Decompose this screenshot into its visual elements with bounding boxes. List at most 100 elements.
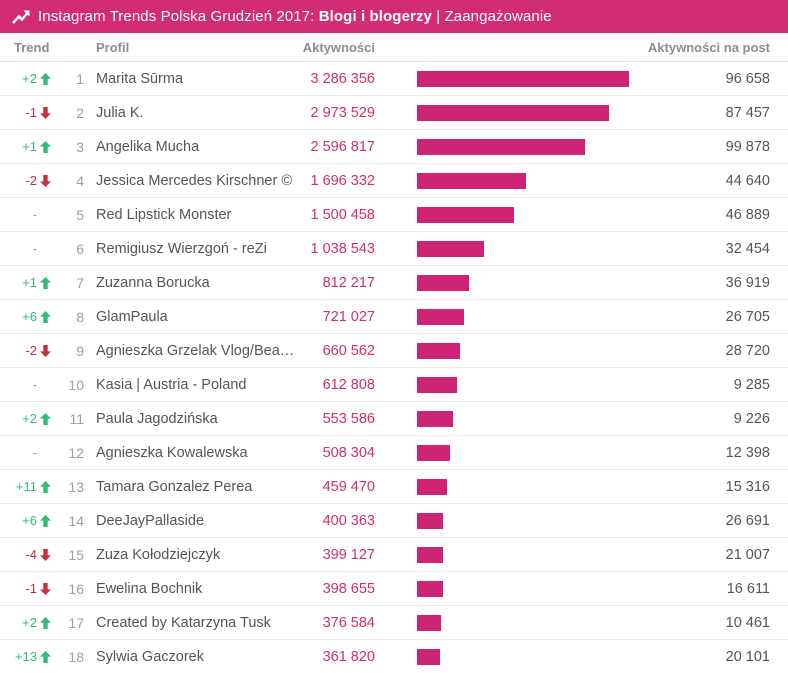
- activities-bar-cell: [396, 546, 612, 563]
- rank-number: 11: [69, 410, 84, 427]
- profile-name[interactable]: Zuza Kołodziejczyk: [96, 546, 221, 563]
- activities-value: 508 304: [322, 444, 375, 461]
- rank-number: 18: [68, 648, 84, 665]
- activities-per-post-value: 15 316: [725, 478, 770, 495]
- trend-cell: +6: [12, 513, 52, 528]
- trend-cell: +2: [12, 71, 52, 86]
- activities-value: 660 562: [322, 342, 375, 359]
- profile-name[interactable]: Red Lipstick Monster: [96, 206, 232, 223]
- profile-name[interactable]: Tamara Gonzalez Perea: [96, 478, 253, 495]
- activities-per-post-value: 16 611: [726, 580, 770, 597]
- trend-change: -1: [25, 581, 37, 596]
- trend-arrow: [40, 548, 52, 561]
- trend-arrow: [40, 650, 52, 663]
- trend-cell: -: [12, 377, 52, 392]
- activities-value: 459 470: [322, 478, 375, 495]
- profile-name[interactable]: Ewelina Bochnik: [96, 580, 203, 597]
- profile-name[interactable]: Agnieszka Kowalewska: [96, 444, 248, 461]
- profile-name[interactable]: DeeJayPallaside: [96, 512, 205, 529]
- table-row[interactable]: -4 15 Zuza Kołodziejczyk 399 127 21 007: [0, 538, 788, 572]
- table-row[interactable]: +6 14 DeeJayPallaside 400 363 26 691: [0, 504, 788, 538]
- activities-bar-cell: [396, 172, 612, 189]
- activities-bar: [417, 206, 514, 223]
- activities-bar: [417, 444, 450, 461]
- trend-arrow: [40, 140, 52, 153]
- trend-arrow: [40, 412, 52, 425]
- activities-bar-cell: [396, 138, 612, 155]
- profile-name[interactable]: Agnieszka Grzelak Vlog/Bea…: [96, 342, 295, 359]
- trend-change: +13: [14, 649, 37, 664]
- table-row[interactable]: - 10 Kasia | Austria - Poland 612 808 9 …: [0, 368, 788, 402]
- profile-name[interactable]: Sylwia Gaczorek: [96, 648, 204, 665]
- profile-name[interactable]: Paula Jagodzińska: [96, 410, 218, 427]
- trend-change: +11: [15, 479, 37, 494]
- activities-bar-cell: [396, 512, 612, 529]
- table-row[interactable]: +1 7 Zuzanna Borucka 812 217 36 919: [0, 266, 788, 300]
- activities-per-post-value: 9 226: [733, 410, 770, 427]
- activities-per-post-value: 12 398: [725, 444, 770, 461]
- rank-number: 16: [68, 580, 84, 597]
- table-row[interactable]: +2 11 Paula Jagodzińska 553 586 9 226: [0, 402, 788, 436]
- table-row[interactable]: +13 18 Sylwia Gaczorek 361 820 20 101: [0, 640, 788, 673]
- activities-per-post-value: 10 461: [725, 614, 770, 631]
- activities-value: 721 027: [322, 308, 375, 325]
- activities-per-post-value: 87 457: [725, 104, 770, 121]
- profile-name[interactable]: GlamPaula: [96, 308, 168, 325]
- activities-bar: [417, 138, 585, 155]
- profile-name[interactable]: Created by Katarzyna Tusk: [96, 614, 271, 631]
- table-row[interactable]: +2 1 Marita Sūrma 3 286 356 96 658: [0, 62, 788, 96]
- table-row[interactable]: - 12 Agnieszka Kowalewska 508 304 12 398: [0, 436, 788, 470]
- trend-change: +6: [22, 513, 37, 528]
- table-row[interactable]: - 6 Remigiusz Wierzgoń - reZi 1 038 543 …: [0, 232, 788, 266]
- activities-value: 398 655: [322, 580, 375, 597]
- trend-arrow: [40, 106, 52, 119]
- profile-name[interactable]: Remigiusz Wierzgoń - reZi: [96, 240, 267, 257]
- trend-arrow: [40, 447, 52, 459]
- activities-value: 1 696 332: [310, 172, 375, 189]
- table-row[interactable]: -1 2 Julia K. 2 973 529 87 457: [0, 96, 788, 130]
- trend-arrow: [40, 582, 52, 595]
- activities-bar-cell: [396, 478, 612, 495]
- table-row[interactable]: -2 9 Agnieszka Grzelak Vlog/Bea… 660 562…: [0, 334, 788, 368]
- profile-name[interactable]: Kasia | Austria - Poland: [96, 376, 247, 393]
- title-prefix: Instagram Trends Polska Grudzień 2017:: [38, 8, 319, 25]
- activities-value: 361 820: [322, 648, 375, 665]
- activities-value: 400 363: [322, 512, 375, 529]
- trend-change: +2: [22, 71, 37, 86]
- rank-number: 14: [68, 512, 84, 529]
- rank-number: 3: [76, 138, 84, 155]
- table-row[interactable]: +6 8 GlamPaula 721 027 26 705: [0, 300, 788, 334]
- activities-per-post-value: 96 658: [725, 70, 770, 87]
- trend-cell: +6: [12, 309, 52, 324]
- table-row[interactable]: +1 3 Angelika Mucha 2 596 817 99 878: [0, 130, 788, 164]
- table-row[interactable]: - 5 Red Lipstick Monster 1 500 458 46 88…: [0, 198, 788, 232]
- profile-name[interactable]: Julia K.: [96, 104, 144, 121]
- trend-cell: -2: [12, 343, 52, 358]
- table-row[interactable]: -1 16 Ewelina Bochnik 398 655 16 611: [0, 572, 788, 606]
- trend-cell: -: [12, 445, 52, 460]
- activities-bar: [417, 512, 443, 529]
- activities-per-post-value: 36 919: [725, 274, 770, 291]
- activities-bar-cell: [396, 70, 629, 87]
- activities-bar-cell: [396, 342, 612, 359]
- trend-change: +2: [22, 411, 37, 426]
- activities-bar: [417, 546, 443, 563]
- activities-bar: [417, 172, 526, 189]
- trend-cell: -4: [12, 547, 52, 562]
- profile-name[interactable]: Jessica Mercedes Kirschner ©: [96, 172, 293, 189]
- rank-number: 2: [76, 104, 84, 121]
- profile-name[interactable]: Angelika Mucha: [96, 138, 200, 155]
- table-row[interactable]: +11 13 Tamara Gonzalez Perea 459 470 15 …: [0, 470, 788, 504]
- activities-bar-cell: [396, 648, 612, 665]
- rank-number: 4: [76, 172, 84, 189]
- table-row[interactable]: -2 4 Jessica Mercedes Kirschner © 1 696 …: [0, 164, 788, 198]
- activities-value: 399 127: [322, 546, 375, 563]
- activities-bar-cell: [396, 580, 612, 597]
- table-row[interactable]: +2 17 Created by Katarzyna Tusk 376 584 …: [0, 606, 788, 640]
- activities-bar: [417, 648, 440, 665]
- rank-number: 5: [76, 206, 84, 223]
- activities-bar: [417, 70, 629, 87]
- column-header-trend: Trend: [14, 39, 50, 55]
- profile-name[interactable]: Marita Sūrma: [96, 70, 184, 87]
- profile-name[interactable]: Zuzanna Borucka: [96, 274, 210, 291]
